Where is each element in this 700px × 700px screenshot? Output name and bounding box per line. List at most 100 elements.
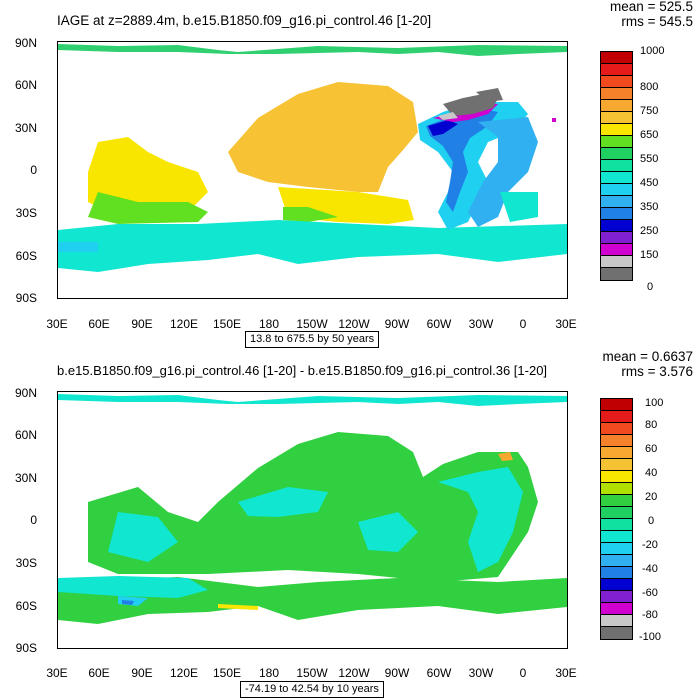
p2-lon-label: 0 (519, 666, 527, 680)
p2-cbar-label: -20 (642, 539, 658, 551)
panel2-rms: rms = 3.576 (621, 364, 693, 379)
p2-lon-label: 120W (338, 666, 370, 680)
p2-lon-label: 180 (258, 666, 280, 680)
panel2-colorbar (600, 398, 633, 640)
p1-lon-label: 30E (555, 317, 577, 331)
p1-colorbar-swatch (601, 268, 632, 280)
p1-colorbar-swatch (601, 124, 632, 136)
p1-lon-label: 180 (258, 317, 280, 331)
panel2-title: b.e15.B1850.f09_g16.pi_control.46 [1-20]… (57, 363, 548, 378)
panel2-map (57, 391, 568, 649)
p2-colorbar-swatch (601, 627, 632, 639)
p2-lon-label: 60W (426, 666, 452, 680)
p2-cbar-label: 0 (648, 515, 655, 527)
p1-cbar-label: 450 (640, 177, 659, 189)
p1-colorbar-swatch (601, 244, 632, 256)
p2-lat-label: 90S (15, 641, 37, 655)
p1-lat-label: 60S (15, 249, 37, 263)
p1-colorbar-swatch (601, 76, 632, 88)
p1-lon-label: 120E (169, 317, 199, 331)
p2-lon-label: 90E (131, 666, 153, 680)
p2-lon-label: 120E (169, 666, 199, 680)
p1-lat-label: 60N (14, 78, 37, 92)
p1-colorbar-swatch (601, 52, 632, 64)
p2-lon-label: 60E (88, 666, 110, 680)
p1-colorbar-swatch (601, 184, 632, 196)
p1-colorbar-swatch (601, 172, 632, 184)
panel1-mean: mean = 525.5 (610, 0, 693, 14)
p1-colorbar-swatch (601, 88, 632, 100)
p1-lat-label: 0 (30, 163, 37, 177)
p1-lat-label: 30N (14, 121, 37, 135)
p1-lon-label: 150W (296, 317, 328, 331)
p1-cbar-label: 350 (640, 201, 659, 213)
p2-lat-label: 90N (14, 386, 37, 400)
p2-colorbar-swatch (601, 399, 632, 411)
p2-lat-label: 60N (14, 428, 37, 442)
p2-cbar-label: 20 (645, 491, 658, 503)
p2-colorbar-swatch (601, 519, 632, 531)
panel1-map (57, 41, 568, 299)
p2-lon-label: 30W (468, 666, 494, 680)
p2-colorbar-swatch (601, 495, 632, 507)
p1-lon-label: 60E (88, 317, 110, 331)
p2-colorbar-swatch (601, 567, 632, 579)
p1-lon-label: 90W (384, 317, 410, 331)
p2-colorbar-swatch (601, 555, 632, 567)
p1-lat-label: 90S (15, 291, 37, 305)
p2-lat-label: 30S (15, 556, 37, 570)
panel2-range-box: -74.19 to 42.54 by 10 years (240, 681, 384, 698)
p2-colorbar-swatch (601, 435, 632, 447)
p1-colorbar-swatch (601, 196, 632, 208)
p2-lon-label: 150W (296, 666, 328, 680)
p2-cbar-label: 40 (645, 467, 658, 479)
p2-cbar-label: 60 (645, 443, 658, 455)
p2-lon-label: 90W (384, 666, 410, 680)
p2-colorbar-swatch (601, 603, 632, 615)
p2-lat-label: 30N (14, 471, 37, 485)
p2-colorbar-swatch (601, 543, 632, 555)
p1-cbar-label: 0 (647, 281, 654, 293)
p2-colorbar-swatch (601, 483, 632, 495)
p2-lat-label: 0 (30, 513, 37, 527)
p1-cbar-label: 150 (640, 249, 659, 261)
p1-lon-label: 30E (46, 317, 68, 331)
panel2-mean: mean = 0.6637 (602, 349, 693, 364)
p1-lat-label: 90N (14, 36, 37, 50)
p1-colorbar-swatch (601, 220, 632, 232)
p1-colorbar-swatch (601, 100, 632, 112)
p1-lon-label: 30W (468, 317, 494, 331)
p2-lon-label: 30E (46, 666, 68, 680)
p1-lon-label: 90E (131, 317, 153, 331)
p2-cbar-label: 100 (645, 397, 664, 409)
p2-colorbar-swatch (601, 579, 632, 591)
p2-colorbar-swatch (601, 447, 632, 459)
p1-cbar-label: 750 (640, 105, 659, 117)
p2-cbar-label: 80 (645, 419, 658, 431)
panel1-colorbar (600, 51, 633, 281)
p2-colorbar-swatch (601, 591, 632, 603)
p1-cbar-label: 550 (640, 153, 659, 165)
p2-colorbar-swatch (601, 531, 632, 543)
p1-lat-label: 30S (15, 206, 37, 220)
p2-cbar-label: -80 (642, 609, 658, 621)
p2-colorbar-swatch (601, 411, 632, 423)
p1-colorbar-swatch (601, 64, 632, 76)
p1-colorbar-swatch (601, 232, 632, 244)
p1-cbar-label: 800 (640, 81, 659, 93)
p1-colorbar-swatch (601, 148, 632, 160)
p2-colorbar-swatch (601, 471, 632, 483)
p1-cbar-label: 1000 (640, 45, 665, 57)
p1-colorbar-swatch (601, 112, 632, 124)
p2-cbar-label: -100 (639, 631, 662, 643)
panel1-rms: rms = 545.5 (621, 14, 693, 29)
p1-cbar-label: 650 (640, 129, 659, 141)
p1-cbar-label: 250 (640, 225, 659, 237)
p1-colorbar-swatch (601, 256, 632, 268)
p1-lon-label: 0 (519, 317, 527, 331)
p2-cbar-label: -40 (642, 563, 658, 575)
p2-colorbar-swatch (601, 507, 632, 519)
p2-lon-label: 30E (555, 666, 577, 680)
p2-lat-label: 60S (15, 599, 37, 613)
p1-colorbar-swatch (601, 160, 632, 172)
